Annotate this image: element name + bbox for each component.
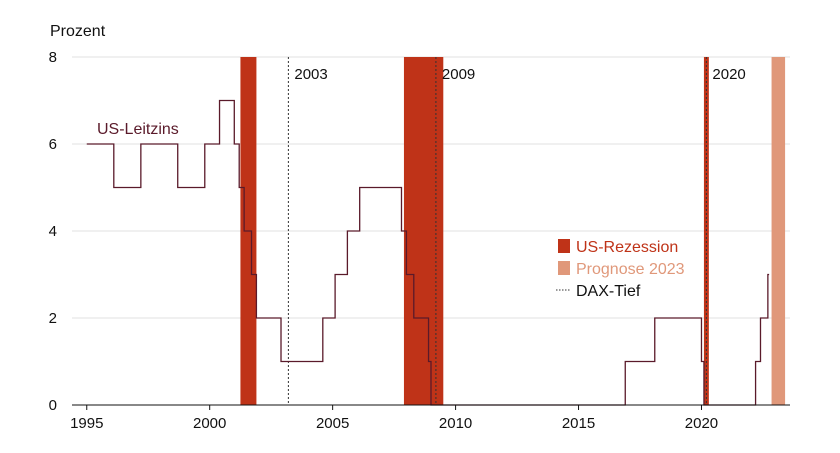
x-tick-label: 2000 <box>193 415 226 432</box>
dax-low-label: 2003 <box>294 66 327 83</box>
axis-layer: 0 2 4 6 8 Prozent 1995 2000 2005 2010 2015 2020 <box>49 23 790 432</box>
y-tick-label: 6 <box>49 136 57 153</box>
x-tick-label: 2010 <box>439 415 472 432</box>
legend-swatch <box>558 239 570 253</box>
x-tick-label: 2005 <box>316 415 349 432</box>
x-tick-label: 2015 <box>562 415 595 432</box>
y-axis-unit-label: Prozent <box>50 23 106 40</box>
series-line <box>86 99 770 406</box>
x-tick-label: 1995 <box>70 415 103 432</box>
legend-label: US-Rezession <box>576 239 678 256</box>
y-tick-label: 2 <box>49 310 57 327</box>
label-layer: 2003 2009 2020 US-Leitzins <box>97 66 746 138</box>
legend: US-Rezession Prognose 2023 DAX-Tief <box>556 239 685 300</box>
forecast-band <box>771 57 786 405</box>
x-tick-label: 2020 <box>685 415 718 432</box>
legend-label: Prognose 2023 <box>576 261 685 278</box>
series-label: US-Leitzins <box>97 121 179 138</box>
y-tick-label: 8 <box>49 49 57 66</box>
dax-low-lines <box>287 57 707 405</box>
y-tick-label: 4 <box>49 223 57 240</box>
legend-label: DAX-Tief <box>576 283 641 300</box>
series-layer <box>86 99 770 406</box>
dax-low-label: 2020 <box>712 66 745 83</box>
recession-band <box>403 57 444 405</box>
dax-low-label: 2009 <box>442 66 475 83</box>
legend-swatch <box>558 261 570 275</box>
y-tick-label: 0 <box>49 397 57 414</box>
